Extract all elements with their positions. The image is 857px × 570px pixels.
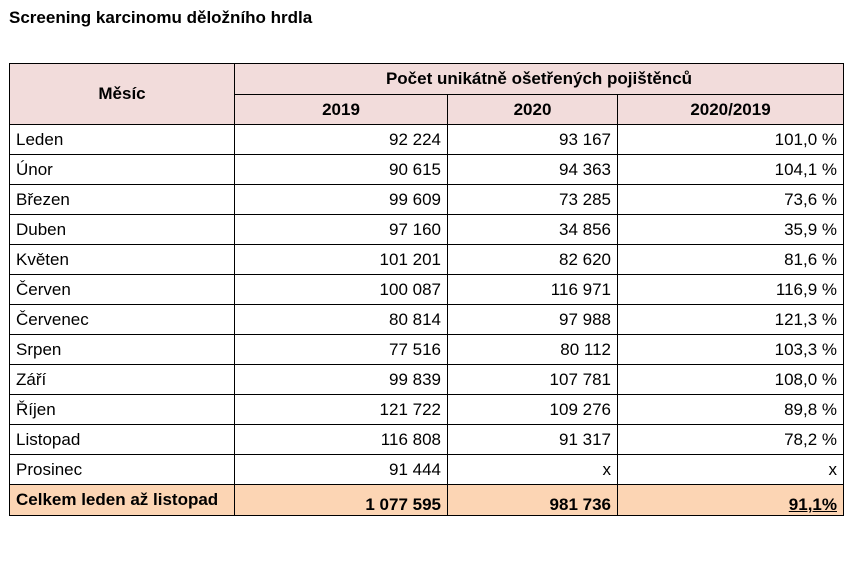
month-cell: Prosinec: [9, 454, 235, 485]
column-header-2019: 2019: [234, 94, 448, 125]
table-row: Listopad 116 808 91 317 78,2 %: [9, 424, 844, 455]
ratio-cell: 104,1 %: [617, 154, 844, 185]
table-row: Prosinec 91 444 x x: [9, 454, 844, 485]
table-row: Leden 92 224 93 167 101,0 %: [9, 124, 844, 155]
value-2020-cell: 34 856: [447, 214, 618, 245]
ratio-cell: 116,9 %: [617, 274, 844, 305]
value-2019-cell: 121 722: [234, 394, 448, 425]
total-2019-cell: 1 077 595: [234, 484, 448, 516]
month-cell: Duben: [9, 214, 235, 245]
month-cell: Červenec: [9, 304, 235, 335]
table-row: Říjen 121 722 109 276 89,8 %: [9, 394, 844, 425]
month-cell: Září: [9, 364, 235, 395]
value-2019-cell: 101 201: [234, 244, 448, 275]
value-2019-cell: 100 087: [234, 274, 448, 305]
value-2019-cell: 92 224: [234, 124, 448, 155]
total-2020-cell: 981 736: [447, 484, 618, 516]
value-2019-cell: 97 160: [234, 214, 448, 245]
screening-table: Měsíc Počet unikátně ošetřených pojištěn…: [9, 63, 844, 516]
month-cell: Březen: [9, 184, 235, 215]
table-row: Únor 90 615 94 363 104,1 %: [9, 154, 844, 185]
total-row: Celkem leden až listopad 1 077 595 981 7…: [9, 484, 844, 516]
value-2019-cell: 77 516: [234, 334, 448, 365]
ratio-cell: 108,0 %: [617, 364, 844, 395]
total-ratio-cell: 91,1%: [617, 484, 844, 516]
ratio-cell: 78,2 %: [617, 424, 844, 455]
table-row: Březen 99 609 73 285 73,6 %: [9, 184, 844, 215]
ratio-cell: 103,3 %: [617, 334, 844, 365]
ratio-cell: 81,6 %: [617, 244, 844, 275]
month-cell: Srpen: [9, 334, 235, 365]
ratio-cell: 101,0 %: [617, 124, 844, 155]
ratio-cell: 73,6 %: [617, 184, 844, 215]
value-2020-cell: 73 285: [447, 184, 618, 215]
table-row: Duben 97 160 34 856 35,9 %: [9, 214, 844, 245]
value-2020-cell: 93 167: [447, 124, 618, 155]
month-cell: Červen: [9, 274, 235, 305]
column-header-ratio: 2020/2019: [617, 94, 844, 125]
group-column-header: Počet unikátně ošetřených pojištěnců: [234, 63, 844, 95]
total-ratio-value: 91,1%: [788, 495, 837, 514]
page-title: Screening karcinomu děložního hrdla: [9, 8, 313, 27]
value-2019-cell: 99 609: [234, 184, 448, 215]
ratio-cell: 121,3 %: [617, 304, 844, 335]
value-2020-cell: 97 988: [447, 304, 618, 335]
table-row: Srpen 77 516 80 112 103,3 %: [9, 334, 844, 365]
value-2020-cell: 107 781: [447, 364, 618, 395]
value-2019-cell: 80 814: [234, 304, 448, 335]
column-header-2020: 2020: [447, 94, 618, 125]
table-row: Květen 101 201 82 620 81,6 %: [9, 244, 844, 275]
month-cell: Únor: [9, 154, 235, 185]
table-row: Červen 100 087 116 971 116,9 %: [9, 274, 844, 305]
month-cell: Říjen: [9, 394, 235, 425]
ratio-cell: 35,9 %: [617, 214, 844, 245]
value-2020-cell: 80 112: [447, 334, 618, 365]
value-2020-cell: 109 276: [447, 394, 618, 425]
value-2020-cell: 116 971: [447, 274, 618, 305]
ratio-cell: x: [617, 454, 844, 485]
value-2020-cell: 91 317: [447, 424, 618, 455]
value-2020-cell: 94 363: [447, 154, 618, 185]
value-2019-cell: 90 615: [234, 154, 448, 185]
value-2019-cell: 99 839: [234, 364, 448, 395]
month-cell: Listopad: [9, 424, 235, 455]
month-column-header: Měsíc: [9, 63, 235, 125]
table-row: Září 99 839 107 781 108,0 %: [9, 364, 844, 395]
value-2020-cell: 82 620: [447, 244, 618, 275]
value-2020-cell: x: [447, 454, 618, 485]
ratio-cell: 89,8 %: [617, 394, 844, 425]
month-cell: Leden: [9, 124, 235, 155]
total-label-cell: Celkem leden až listopad: [9, 484, 235, 516]
value-2019-cell: 91 444: [234, 454, 448, 485]
table-row: Červenec 80 814 97 988 121,3 %: [9, 304, 844, 335]
value-2019-cell: 116 808: [234, 424, 448, 455]
month-cell: Květen: [9, 244, 235, 275]
